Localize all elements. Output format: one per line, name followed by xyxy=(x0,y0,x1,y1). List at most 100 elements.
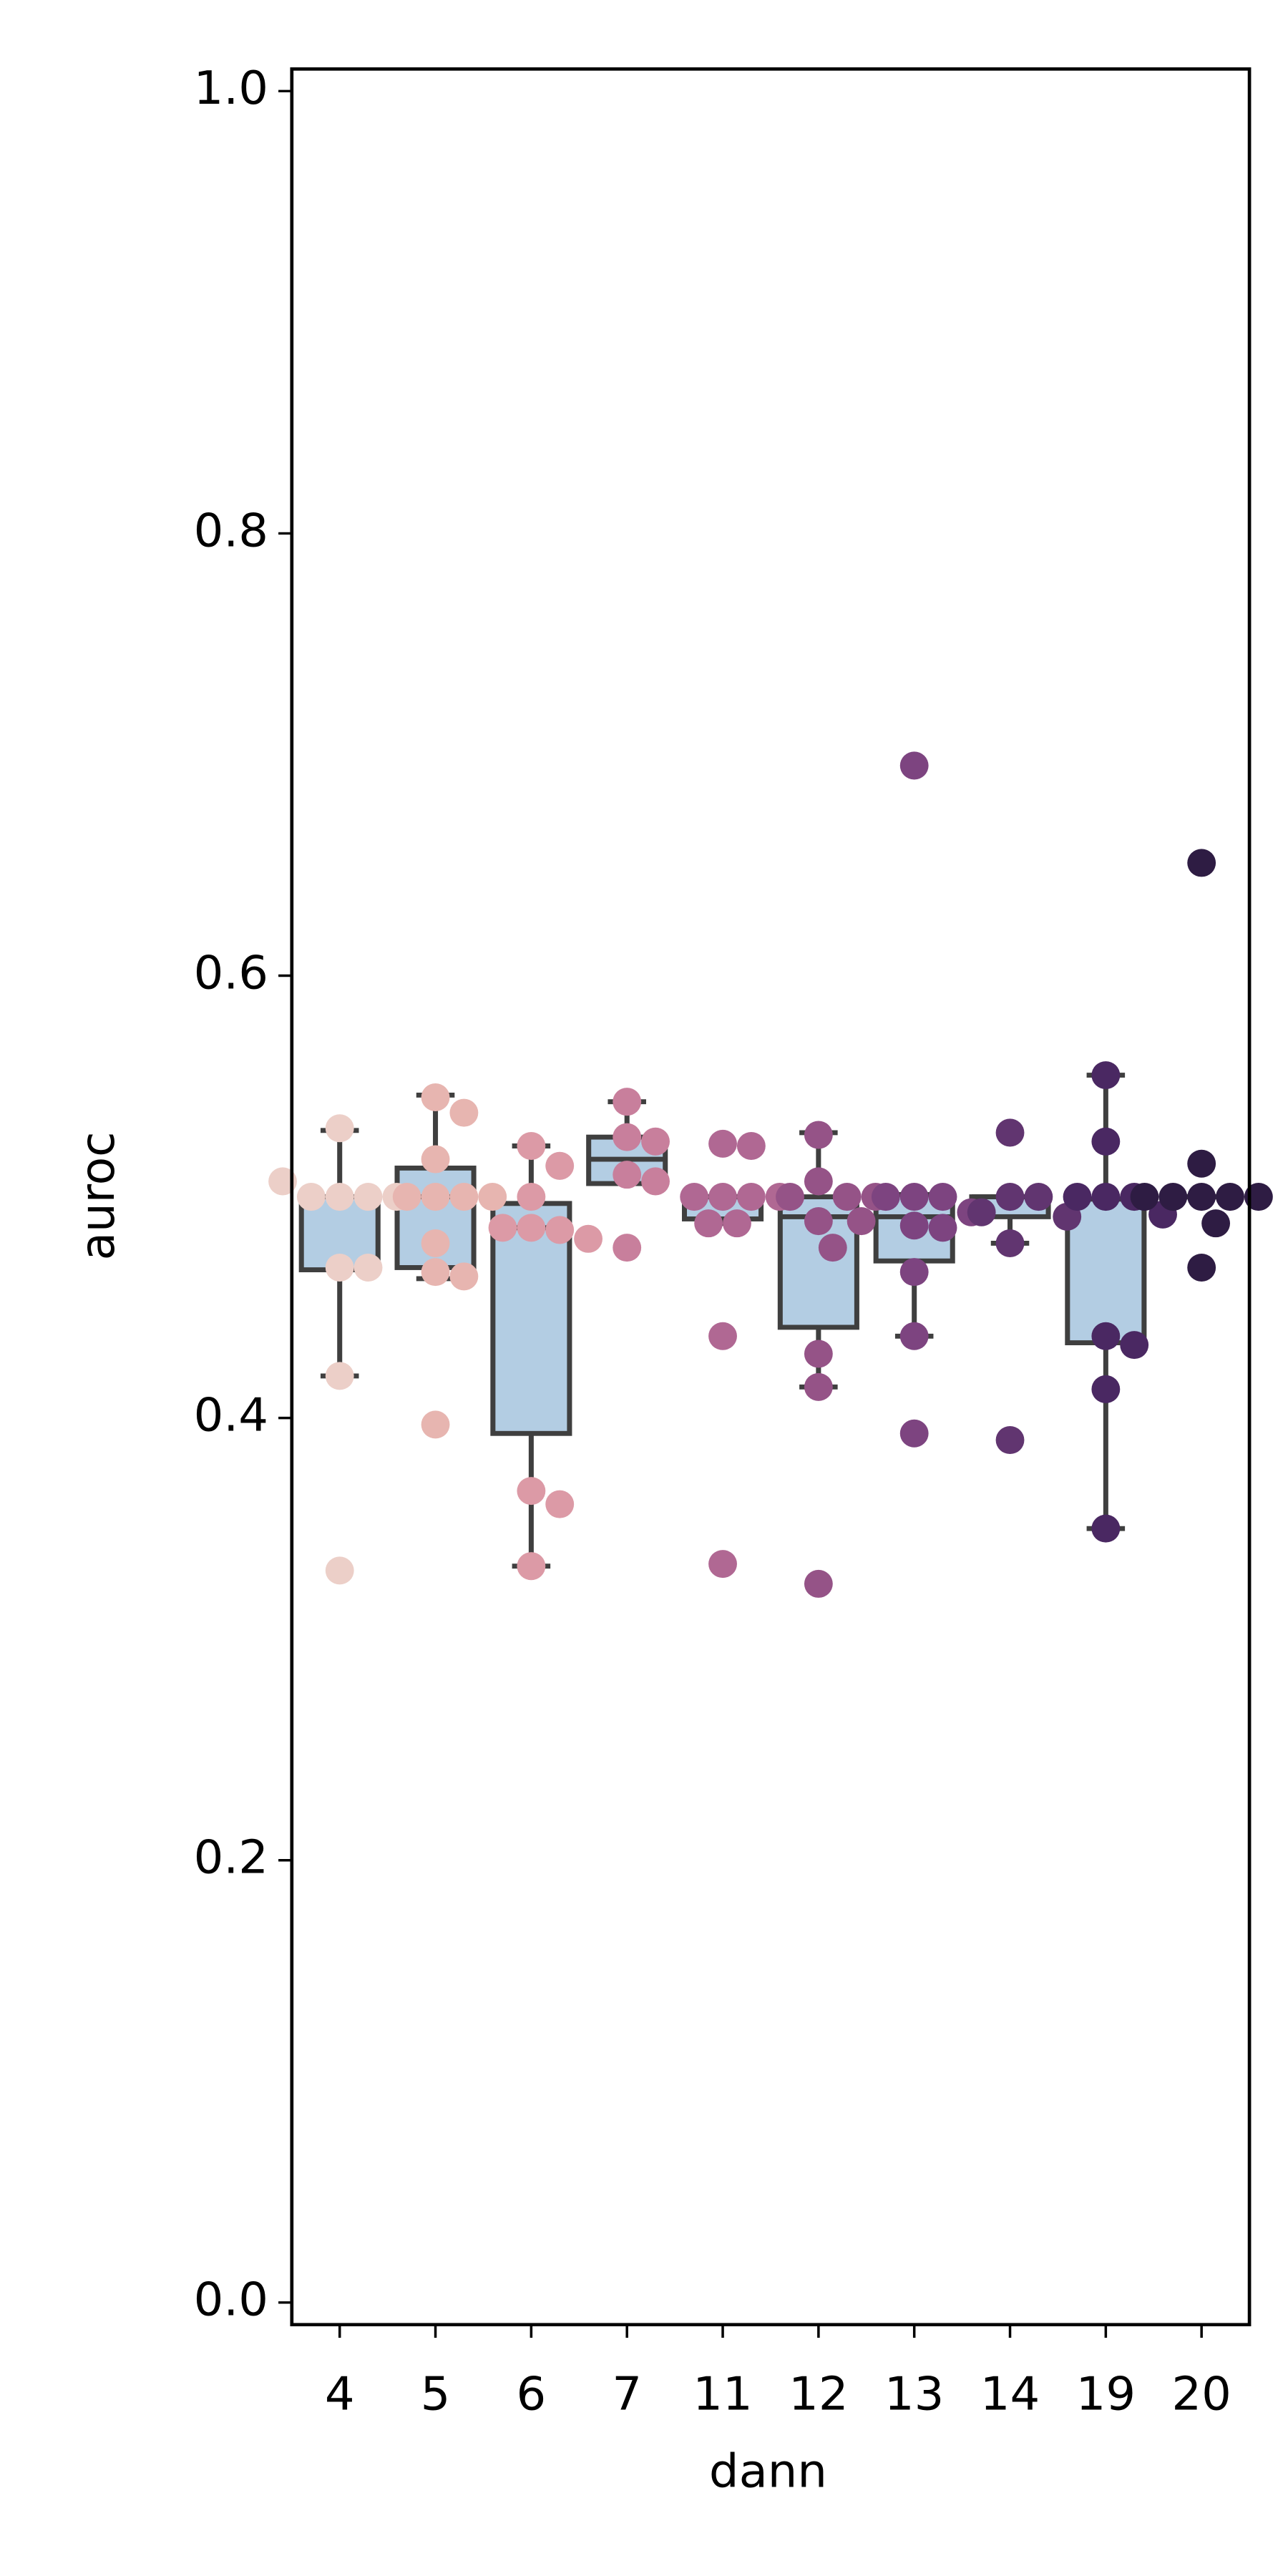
data-point xyxy=(708,1183,737,1211)
x-axis-label: dann xyxy=(709,2445,827,2498)
data-point xyxy=(517,1183,546,1211)
data-point xyxy=(899,1419,929,1448)
data-point xyxy=(694,1209,723,1238)
data-point xyxy=(967,1198,996,1226)
y-tick-label: 0.4 xyxy=(194,1389,268,1442)
x-tick-label: 19 xyxy=(1076,2368,1136,2421)
data-point xyxy=(995,1183,1025,1211)
y-tick-label: 0.2 xyxy=(194,1831,268,1884)
data-point xyxy=(1244,1183,1273,1211)
data-point xyxy=(899,1322,929,1350)
data-point xyxy=(517,1131,546,1161)
data-point xyxy=(899,1211,929,1240)
x-tick-label: 5 xyxy=(421,2368,451,2421)
data-point xyxy=(1091,1183,1121,1211)
data-point xyxy=(325,1183,354,1211)
data-point xyxy=(1024,1183,1053,1211)
data-point xyxy=(1091,1375,1121,1403)
data-point xyxy=(832,1183,862,1211)
data-point xyxy=(708,1129,737,1158)
data-point xyxy=(680,1183,709,1211)
data-point xyxy=(1091,1514,1121,1543)
data-point xyxy=(804,1569,833,1598)
data-point xyxy=(723,1209,751,1238)
data-point xyxy=(804,1121,833,1149)
data-point xyxy=(1187,1253,1216,1282)
data-point xyxy=(488,1214,517,1242)
data-point xyxy=(613,1088,642,1116)
data-point xyxy=(449,1262,479,1291)
data-point xyxy=(1158,1183,1188,1211)
data-point xyxy=(899,1258,929,1287)
data-point xyxy=(1091,1322,1121,1350)
data-point xyxy=(1201,1209,1231,1238)
x-tick-label: 11 xyxy=(693,2368,752,2421)
data-point xyxy=(804,1340,833,1368)
data-point xyxy=(545,1151,575,1180)
y-tick-label: 1.0 xyxy=(194,62,268,115)
data-point xyxy=(995,1426,1025,1455)
data-point xyxy=(995,1118,1025,1147)
y-tick-label: 0.6 xyxy=(194,947,268,1000)
data-point xyxy=(517,1552,546,1581)
data-point xyxy=(296,1183,326,1211)
data-point xyxy=(421,1410,450,1439)
data-point xyxy=(421,1229,450,1257)
data-point xyxy=(325,1556,354,1585)
data-point xyxy=(517,1477,546,1506)
data-point xyxy=(517,1214,546,1242)
x-tick-label: 13 xyxy=(884,2368,944,2421)
data-point xyxy=(641,1127,670,1156)
data-point xyxy=(613,1123,642,1151)
data-point xyxy=(392,1183,421,1211)
data-point xyxy=(613,1161,642,1189)
data-point xyxy=(776,1183,804,1211)
data-point xyxy=(421,1258,450,1287)
data-point xyxy=(353,1253,383,1282)
data-point xyxy=(1091,1061,1121,1090)
y-axis-label: auroc xyxy=(71,1132,125,1261)
data-point xyxy=(928,1183,957,1211)
data-point xyxy=(928,1214,957,1242)
data-point xyxy=(449,1098,479,1127)
data-point xyxy=(708,1550,737,1579)
data-point xyxy=(545,1490,575,1518)
data-point xyxy=(1216,1183,1244,1211)
data-point xyxy=(736,1183,766,1211)
data-point xyxy=(1120,1331,1149,1360)
data-point xyxy=(708,1322,737,1350)
data-point xyxy=(325,1253,354,1282)
x-tick-label: 4 xyxy=(325,2368,355,2421)
data-point xyxy=(804,1207,833,1236)
data-point xyxy=(804,1372,833,1401)
x-tick-label: 6 xyxy=(517,2368,547,2421)
data-point xyxy=(899,1183,929,1211)
data-point xyxy=(545,1216,575,1244)
data-point xyxy=(641,1167,670,1196)
data-point xyxy=(421,1145,450,1174)
y-tick-label: 0.8 xyxy=(194,504,268,557)
data-point xyxy=(847,1207,876,1236)
data-point xyxy=(421,1183,450,1211)
plot-frame xyxy=(290,67,1252,2327)
data-point xyxy=(613,1234,642,1262)
data-point xyxy=(899,751,929,780)
data-point xyxy=(325,1362,354,1390)
x-tick-label: 12 xyxy=(789,2368,848,2421)
data-point xyxy=(1187,1183,1216,1211)
data-point xyxy=(804,1167,833,1196)
data-point xyxy=(478,1183,507,1211)
x-tick-label: 14 xyxy=(980,2368,1040,2421)
data-point xyxy=(995,1229,1025,1257)
data-point xyxy=(871,1183,900,1211)
data-point xyxy=(353,1183,383,1211)
data-point xyxy=(1187,849,1216,877)
data-point xyxy=(1187,1149,1216,1178)
data-point xyxy=(1130,1183,1159,1211)
data-point xyxy=(325,1114,354,1143)
data-point xyxy=(736,1131,766,1161)
data-point xyxy=(268,1167,297,1196)
x-tick-label: 20 xyxy=(1171,2368,1231,2421)
